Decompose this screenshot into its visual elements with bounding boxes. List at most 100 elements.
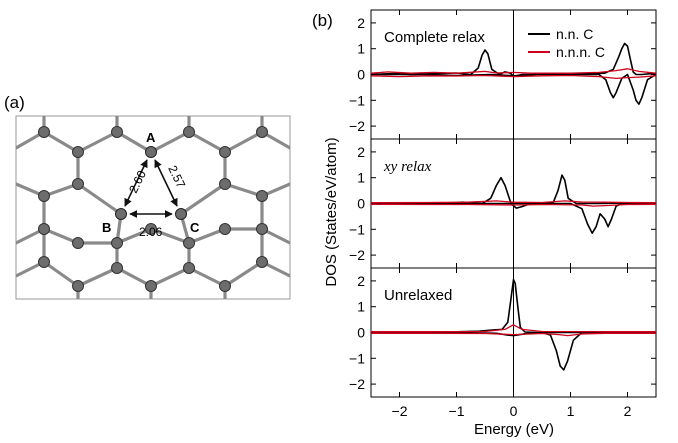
series-line [370, 200, 657, 204]
legend-label-nnn: n.n.n. C [556, 44, 605, 60]
y-tick-label: 0 [357, 67, 365, 83]
panel-title: Unrelaxed [384, 287, 452, 304]
series-line [370, 68, 657, 74]
atom-a [145, 146, 157, 158]
bond [42, 182, 80, 198]
lattice-panel: A B C 2.60 2.57 2.06 [15, 115, 291, 300]
y-tick-label: 1 [357, 41, 365, 57]
series-line [371, 324, 656, 333]
y-axis-label: DOS (States/eV/atom) [323, 137, 340, 286]
dos-panel-3: 2 1 0 −1 −2 Unrelaxed [349, 267, 657, 398]
y-tick-label: −2 [349, 376, 365, 392]
carbon-atom [256, 190, 268, 202]
carbon-atom [219, 146, 231, 158]
legend-label-nn: n.n. C [556, 26, 593, 42]
y-tick-label: 2 [357, 15, 365, 31]
series-line [371, 174, 657, 205]
bond [115, 130, 153, 154]
bond [76, 130, 119, 154]
bond [42, 260, 80, 288]
dos-chart: DOS (States/eV/atom) Energy (eV) 2 1 0 −1 −2… [323, 9, 657, 438]
panel-b-label: (b) [312, 11, 333, 30]
carbon-atom [219, 223, 231, 235]
series-line [371, 73, 657, 105]
x-tick-label: −1 [449, 403, 465, 419]
series-line [371, 278, 656, 334]
bond [115, 227, 153, 245]
x-tick-label: 0 [510, 403, 518, 419]
bond [179, 182, 227, 216]
carbon-atom [256, 126, 268, 138]
lattice-atoms [38, 126, 268, 292]
y-tick-label: 2 [357, 273, 365, 289]
atom-b [115, 208, 127, 220]
panel-a-label: (a) [4, 93, 25, 112]
bond [76, 182, 123, 216]
bond [115, 266, 153, 288]
carbon-atom [183, 262, 195, 274]
atom-c-label: C [190, 220, 200, 235]
bond [223, 130, 264, 154]
distance-bc-label: 2.06 [139, 225, 163, 239]
panel-title: xy relax [383, 159, 432, 175]
carbon-atom [72, 237, 84, 249]
bond [149, 130, 191, 154]
x-tick-label: −2 [392, 403, 408, 419]
arrow-ab [124, 159, 148, 207]
x-tick-label: 2 [624, 403, 632, 419]
y-tick-label: 1 [357, 299, 365, 315]
dos-panel-1: 2 1 0 −1 −2 Complete relax [349, 9, 657, 140]
series-line [371, 332, 656, 337]
bond [187, 130, 227, 154]
bond [42, 130, 80, 154]
bond [149, 266, 191, 288]
bond [187, 266, 227, 288]
legend: n.n. C n.n.n. C [528, 26, 605, 60]
bond [76, 266, 119, 288]
bond [223, 182, 264, 198]
carbon-atom [38, 223, 50, 235]
y-tick-label: −1 [349, 221, 365, 237]
x-axis-label: Energy (eV) [474, 421, 554, 438]
y-tick-label: 2 [357, 144, 365, 160]
carbon-atom [219, 178, 231, 190]
atom-a-label: A [146, 130, 156, 145]
arrow-ac [154, 159, 178, 207]
bond [42, 227, 80, 245]
y-tick-label: −2 [349, 118, 365, 134]
carbon-atom [111, 126, 123, 138]
carbon-atom [183, 237, 195, 249]
y-tick-label: 1 [357, 170, 365, 186]
dos-panel-2: 2 1 0 −1 −2 xy relax [349, 138, 657, 269]
carbon-atom [38, 256, 50, 268]
panel-title: Complete relax [384, 29, 485, 46]
carbon-atom [183, 126, 195, 138]
bond [223, 260, 264, 288]
carbon-atom [111, 262, 123, 274]
carbon-atom [256, 256, 268, 268]
atom-c [175, 208, 187, 220]
carbon-atom [145, 280, 157, 292]
carbon-atom [219, 280, 231, 292]
series-line [370, 203, 657, 207]
x-tick-label: 1 [567, 403, 575, 419]
carbon-atom [72, 280, 84, 292]
series-line [370, 74, 657, 80]
bond [187, 227, 227, 245]
carbon-atom [38, 126, 50, 138]
carbon-atom [72, 146, 84, 158]
carbon-atom [111, 237, 123, 249]
carbon-atom [72, 178, 84, 190]
y-tick-label: −2 [349, 247, 365, 263]
y-tick-label: 0 [357, 325, 365, 341]
y-tick-label: 0 [357, 196, 365, 212]
y-tick-label: −1 [349, 92, 365, 108]
carbon-atom [38, 190, 50, 202]
atom-b-label: B [102, 220, 111, 235]
bond [149, 227, 191, 245]
carbon-atom [256, 223, 268, 235]
y-tick-label: −1 [349, 350, 365, 366]
carbon-atom [145, 223, 157, 235]
